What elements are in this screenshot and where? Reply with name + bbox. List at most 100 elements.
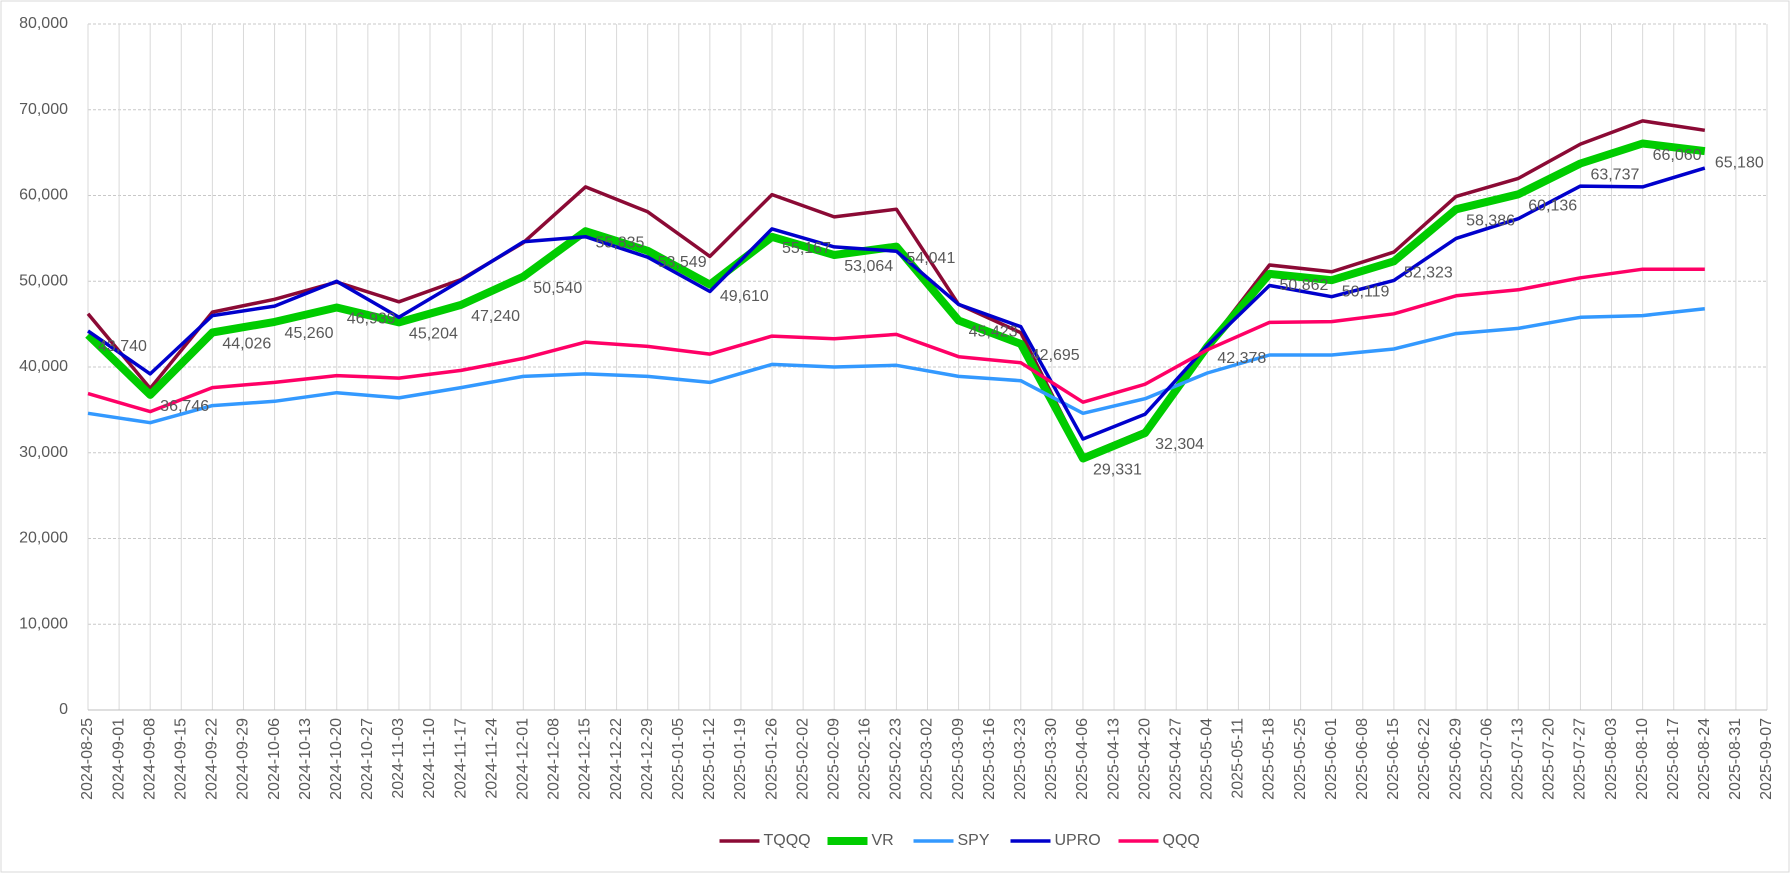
data-label: 53,549	[658, 254, 707, 271]
x-tick-label: 2025-04-20	[1136, 718, 1153, 800]
series-line	[87, 306, 1705, 425]
x-tick-label: 2025-05-18	[1261, 718, 1278, 800]
x-tick-label: 2024-12-01	[515, 718, 532, 800]
x-tick-label: 2025-03-09	[950, 718, 967, 800]
data-label: 58,386	[1466, 213, 1515, 230]
x-tick-label: 2025-03-23	[1012, 718, 1029, 800]
legend-label: VR	[872, 832, 894, 849]
x-tick-label: 2025-05-11	[1230, 718, 1247, 799]
x-tick-label: 2025-07-06	[1478, 718, 1495, 800]
data-label: 65,180	[1715, 154, 1764, 171]
x-tick-label: 2024-11-03	[390, 718, 407, 799]
y-tick-label: 60,000	[19, 187, 68, 204]
x-tick-label: 2024-10-27	[359, 718, 376, 800]
data-label: 49,610	[720, 288, 769, 305]
x-tick-label: 2025-01-12	[701, 718, 718, 800]
data-label: 42,378	[1217, 350, 1266, 367]
x-tick-label: 2025-04-06	[1074, 718, 1091, 800]
data-label: 50,540	[533, 280, 582, 297]
data-label: 63,737	[1590, 167, 1639, 184]
data-label: 42,695	[1031, 347, 1080, 364]
data-label: 45,204	[409, 326, 458, 343]
x-tick-label: 2025-05-25	[1292, 718, 1309, 800]
x-tick-label: 2025-04-27	[1167, 718, 1184, 800]
x-tick-label: 2025-09-07	[1758, 718, 1775, 800]
data-label: 46,939	[347, 311, 396, 328]
x-tick-label: 2025-04-13	[1105, 718, 1122, 800]
x-tick-label: 2024-10-06	[266, 718, 283, 800]
y-tick-label: 50,000	[19, 272, 68, 289]
y-tick-label: 10,000	[19, 615, 68, 632]
data-label: 55,167	[782, 240, 831, 257]
data-label: 50,862	[1280, 277, 1329, 294]
data-label: 60,136	[1528, 198, 1577, 215]
series-line	[85, 139, 1706, 463]
data-label: 43,740	[98, 338, 147, 355]
x-tick-label: 2025-06-08	[1354, 718, 1371, 800]
y-tick-label: 80,000	[19, 15, 68, 32]
x-tick-label: 2025-01-26	[763, 718, 780, 800]
x-tick-label: 2024-12-22	[608, 718, 625, 800]
legend-label: QQQ	[1163, 832, 1200, 849]
data-label: 54,041	[906, 250, 955, 267]
x-tick-label: 2025-01-05	[670, 718, 687, 800]
data-label: 29,331	[1093, 462, 1142, 479]
data-label: 53,064	[844, 258, 893, 275]
x-tick-label: 2025-02-09	[825, 718, 842, 800]
data-label: 36,746	[160, 398, 209, 415]
x-tick-label: 2025-08-10	[1634, 718, 1651, 800]
x-tick-label: 2024-12-08	[546, 718, 563, 800]
y-tick-label: 0	[59, 701, 68, 718]
series-line	[86, 119, 1706, 458]
x-tick-label: 2024-09-01	[110, 718, 127, 800]
y-tick-label: 70,000	[19, 101, 68, 118]
x-tick-label: 2025-07-20	[1541, 718, 1558, 800]
x-tick-label: 2025-02-16	[857, 718, 874, 800]
x-tick-label: 2025-08-03	[1603, 718, 1620, 800]
x-tick-label: 2025-08-24	[1696, 718, 1713, 800]
x-tick-label: 2025-06-15	[1385, 718, 1402, 800]
data-label: 50,119	[1342, 283, 1390, 300]
series-line	[87, 166, 1706, 441]
legend-label: SPY	[958, 832, 990, 849]
data-label: 52,323	[1404, 265, 1453, 282]
legend-label: TQQQ	[764, 832, 811, 849]
y-tick-label: 20,000	[19, 530, 68, 547]
x-tick-label: 2025-08-17	[1665, 718, 1682, 800]
legend-label: UPRO	[1055, 832, 1101, 849]
x-tick-label: 2024-10-13	[297, 718, 314, 800]
data-label: 66,060	[1653, 147, 1702, 164]
x-tick-label: 2024-10-20	[328, 718, 345, 800]
data-label: 55,835	[595, 234, 644, 251]
x-tick-label: 2024-11-17	[452, 718, 469, 799]
x-tick-label: 2025-02-02	[794, 718, 811, 800]
data-label: 45,423	[969, 324, 1018, 341]
x-tick-label: 2025-03-02	[919, 718, 936, 800]
x-tick-label: 2024-08-25	[79, 718, 96, 800]
x-tick-label: 2025-06-01	[1323, 718, 1340, 800]
data-label: 47,240	[471, 308, 520, 325]
x-tick-label: 2025-07-27	[1572, 718, 1589, 800]
x-tick-label: 2024-12-29	[639, 718, 656, 800]
series-line	[87, 267, 1705, 414]
x-tick-label: 2024-09-08	[141, 718, 158, 800]
x-tick-label: 2025-07-13	[1509, 718, 1526, 800]
x-tick-label: 2025-06-29	[1447, 718, 1464, 800]
x-tick-label: 2025-05-04	[1199, 718, 1216, 800]
x-tick-label: 2024-11-24	[483, 718, 500, 799]
data-label: 32,304	[1155, 436, 1204, 453]
data-label: 45,260	[285, 325, 334, 342]
x-tick-label: 2024-12-15	[577, 718, 594, 800]
y-tick-label: 30,000	[19, 444, 68, 461]
x-tick-label: 2025-03-30	[1043, 718, 1060, 800]
x-tick-label: 2024-11-10	[421, 718, 438, 799]
x-tick-label: 2024-09-22	[204, 718, 221, 800]
x-tick-label: 2025-02-23	[888, 718, 905, 800]
x-tick-label: 2025-06-22	[1416, 718, 1433, 800]
x-tick-label: 2025-08-31	[1727, 718, 1744, 800]
x-tick-label: 2025-03-16	[981, 718, 998, 800]
y-tick-label: 40,000	[19, 358, 68, 375]
x-tick-label: 2024-09-29	[235, 718, 252, 800]
